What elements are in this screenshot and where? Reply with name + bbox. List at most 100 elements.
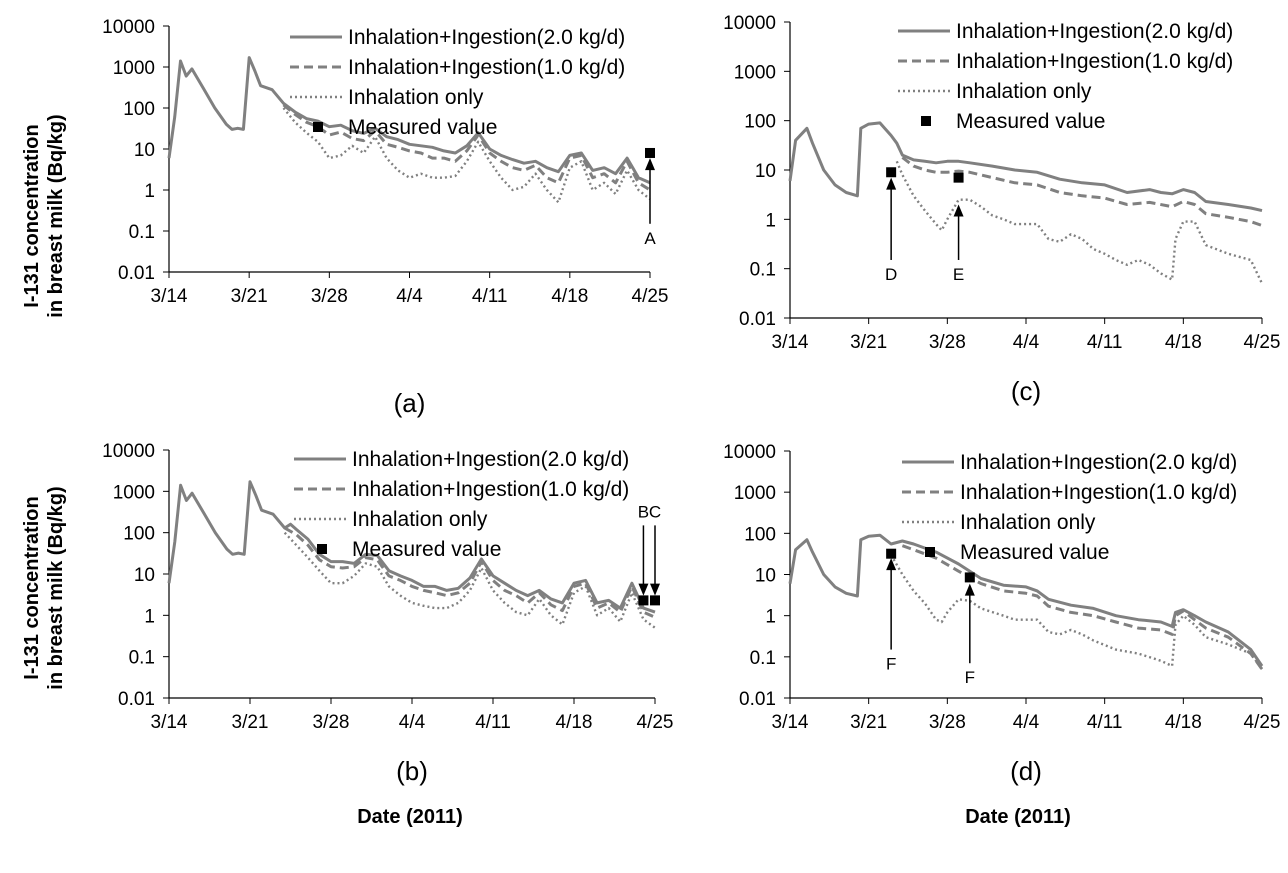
legend-label: Inhalation+Ingestion(1.0 kg/d) (956, 50, 1233, 73)
y-tick-label: 1 (144, 606, 155, 627)
y-tick-label: 1 (144, 181, 155, 202)
legend-label: Inhalation+Ingestion(1.0 kg/d) (348, 56, 625, 79)
panel-caption: (b) (396, 756, 428, 786)
series-line-solid (788, 121, 1263, 213)
legend-label: Inhalation+Ingestion(2.0 kg/d) (956, 20, 1233, 43)
annotation-label: C (649, 502, 661, 521)
series-line-dashed (282, 103, 651, 192)
chart-panel-d: 10000 1000 100 10 1 0.1 0.013/14 3/21 3/28 4/4 4/1… (723, 442, 1280, 786)
legend-label: Inhalation+Ingestion(2.0 kg/d) (348, 26, 625, 49)
x-tick-label: 3/21 (232, 712, 269, 733)
legend: Inhalation+Ingestion(2.0 kg/d) Inhalation… (290, 26, 625, 139)
y-tick-label: 0.01 (739, 309, 776, 330)
x-tick-label: 3/14 (151, 286, 188, 307)
panel-caption: (a) (394, 388, 426, 418)
y-tick-label: 100 (744, 112, 776, 133)
x-tick-label: 3/28 (929, 332, 966, 353)
xlabel-panel-d: Date (2011) (965, 806, 1071, 828)
y-tick-label: 10 (134, 565, 155, 586)
y-tick-label: 0.01 (739, 689, 776, 710)
legend-label: Inhalation only (348, 86, 484, 109)
x-tick-label: 3/28 (311, 286, 348, 307)
x-tick-label: 3/28 (313, 712, 350, 733)
series-line-solid (167, 480, 656, 614)
x-tick-label: 4/11 (472, 286, 508, 307)
chart-panel-c: 10000 1000 100 10 1 0.1 0.013/14 3/21 3/28 4/4 4/1… (723, 13, 1280, 406)
x-tick-label: 3/28 (929, 712, 966, 733)
series-line-solid (788, 533, 1264, 667)
y-tick-label: 0.1 (129, 222, 155, 243)
legend-label: Inhalation+Ingestion(2.0 kg/d) (960, 451, 1237, 474)
annotation-label: A (644, 229, 656, 248)
y-tick-label: 0.01 (118, 263, 155, 284)
xlabel-panel-b: Date (2011) (357, 806, 463, 828)
series-line-dotted (283, 531, 656, 629)
annotation-arrow-head (650, 583, 660, 596)
y-tick-label: 1000 (734, 62, 776, 83)
x-tick-label: 3/21 (850, 332, 887, 353)
x-tick-label: 4/4 (1013, 332, 1040, 353)
annotation-arrow-head (638, 583, 649, 596)
y-tick-label: 0.01 (118, 689, 155, 710)
ylabel-bottom-line2: in breast milk (Bq/kg) (45, 486, 67, 689)
chart-panel-a: 10000 1000 100 10 1 0.1 0.013/14 3/21 3/28 4/4 4/1… (102, 17, 668, 418)
annotation-arrow-head (645, 158, 655, 171)
legend: Inhalation+Ingestion(2.0 kg/d) Inhalation… (294, 448, 629, 561)
x-tick-label: 4/11 (475, 712, 511, 733)
x-tick-label: 4/25 (1244, 332, 1281, 353)
legend-label: Measured value (956, 110, 1105, 133)
measured-value-marker (638, 595, 649, 606)
legend-label: Inhalation+Ingestion(2.0 kg/d) (352, 448, 629, 471)
annotation-label: B (638, 502, 649, 521)
legend: Inhalation+Ingestion(2.0 kg/d) Inhalation… (898, 20, 1233, 133)
x-tick-label: 4/25 (632, 286, 669, 307)
legend-label: Measured value (348, 116, 497, 139)
y-tick-label: 1000 (113, 482, 155, 503)
annotation-arrow-head (953, 204, 964, 217)
y-tick-label: 10 (134, 140, 155, 161)
x-tick-label: 4/25 (1244, 712, 1281, 733)
x-tick-label: 4/18 (551, 286, 588, 307)
measured-value-marker (650, 595, 660, 606)
x-tick-label: 4/11 (1087, 712, 1123, 733)
ylabel-top-line2: in breast milk (Bq/kg) (45, 114, 67, 317)
series-line-dashed (901, 156, 1263, 227)
y-tick-label: 1000 (113, 58, 155, 79)
x-tick-label: 3/14 (151, 712, 188, 733)
y-tick-label: 1 (765, 210, 776, 231)
legend-label: Inhalation+Ingestion(1.0 kg/d) (960, 481, 1237, 504)
legend-label: Inhalation only (352, 508, 488, 531)
legend-marker (313, 122, 323, 132)
legend-label: Inhalation only (960, 511, 1096, 534)
y-tick-label: 10 (755, 566, 776, 587)
x-tick-label: 3/21 (850, 712, 887, 733)
measured-value-marker (953, 172, 964, 183)
y-tick-label: 1 (765, 607, 776, 628)
panel-caption: (c) (1011, 376, 1041, 406)
y-tick-label: 10000 (723, 13, 776, 34)
x-tick-label: 3/14 (772, 712, 809, 733)
x-tick-label: 4/18 (1165, 332, 1202, 353)
x-tick-label: 4/11 (1087, 332, 1123, 353)
chart-panel-b: 10000 1000 100 10 1 0.1 0.013/14 3/21 3/28 4/4 4/1… (102, 441, 673, 786)
y-tick-label: 10000 (723, 442, 776, 463)
annotation-label: F (886, 655, 896, 674)
legend-marker (921, 116, 931, 126)
annotation-arrow-head (886, 558, 897, 571)
y-tick-label: 0.1 (750, 260, 776, 281)
x-tick-label: 4/4 (399, 712, 426, 733)
y-tick-label: 0.1 (750, 648, 776, 669)
series-line-dotted (282, 107, 651, 204)
annotation-label: D (885, 265, 897, 284)
measured-value-marker (964, 572, 975, 583)
annotation-label: E (953, 265, 964, 284)
x-tick-label: 4/18 (556, 712, 593, 733)
ylabel-top-line1: I-131 concentration (21, 124, 43, 307)
y-tick-label: 100 (744, 524, 776, 545)
legend-marker (317, 544, 327, 554)
measured-value-marker (645, 147, 655, 158)
x-tick-label: 3/21 (231, 286, 268, 307)
legend-label: Measured value (960, 541, 1109, 564)
